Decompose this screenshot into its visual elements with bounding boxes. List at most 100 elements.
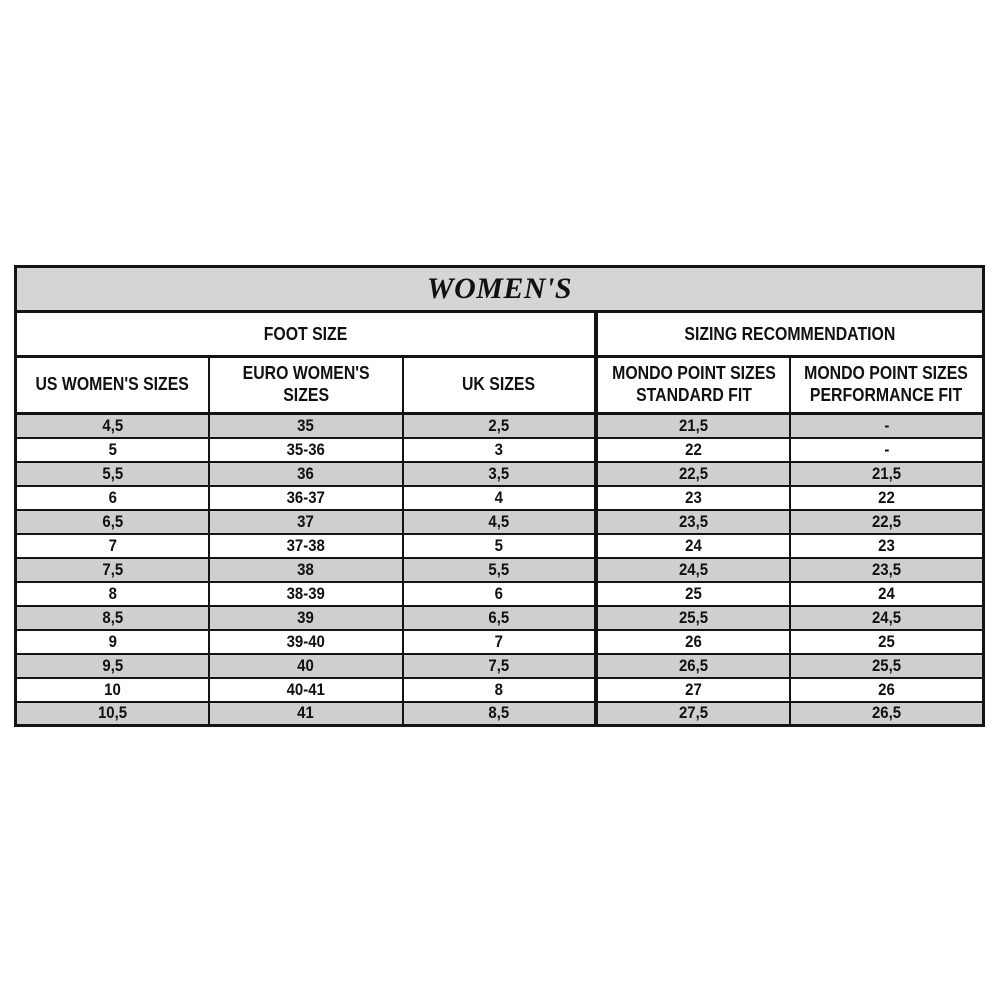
table-cell: 40 — [208, 652, 404, 679]
table-row: 6 36-37 4 23 22 — [14, 484, 985, 511]
table-cell-value: 2,5 — [488, 415, 510, 435]
column-header-us-womens-sizes: US WOMEN'S SIZES — [14, 355, 211, 415]
table-cell-value: 39-40 — [286, 631, 326, 651]
table-row: 7,5 38 5,5 24,5 23,5 — [14, 556, 985, 583]
table-cell-value: 8 — [494, 679, 504, 699]
table-body: 4,5 35 2,5 21,5-5 35-36 3 22-5,5 36 3,5 22,5 21,5 6… — [14, 412, 985, 727]
table-cell-value: 23,5 — [679, 511, 709, 531]
table-cell: 23 — [594, 484, 791, 511]
column-header-label: UK SIZES — [462, 374, 536, 395]
table-cell: 24 — [788, 580, 985, 607]
group-header-row: FOOT SIZE SIZING RECOMMENDATION — [14, 310, 985, 358]
table-row: 9 39-40 7 26 25 — [14, 628, 985, 655]
table-row: 5 35-36 3 22 - — [14, 436, 985, 463]
table-cell-value: 36 — [297, 463, 315, 483]
table-cell-value: 22,5 — [871, 511, 901, 531]
table-cell-value: - — [883, 439, 889, 459]
table-row: 10 40-41 8 27 26 — [14, 676, 985, 703]
table-cell-value: 6,5 — [488, 607, 510, 627]
table-cell-value: 4 — [494, 487, 504, 507]
table-cell-value: 37-38 — [286, 535, 326, 555]
table-cell-value: 24 — [878, 583, 895, 603]
column-header-label: US WOMEN'S SIZES — [35, 374, 190, 395]
table-title: WOMEN'S — [426, 272, 573, 305]
table-cell: 5,5 — [14, 460, 211, 487]
table-cell: 27 — [594, 676, 791, 703]
table-cell: 26 — [594, 628, 791, 655]
table-cell: 21,5 — [594, 412, 791, 439]
column-header-mondo-standard-fit: MONDO POINT SIZES STANDARD FIT — [594, 355, 791, 415]
table-cell: 36-37 — [208, 484, 404, 511]
table-cell: 3,5 — [401, 460, 598, 487]
column-header-label: MONDO POINT SIZES PERFORMANCE FIT — [804, 363, 969, 405]
table-cell: 7,5 — [401, 652, 598, 679]
table-cell: 23,5 — [788, 556, 985, 583]
table-cell-value: 7 — [494, 631, 504, 651]
table-cell: - — [788, 412, 985, 439]
table-cell: 35-36 — [208, 436, 404, 463]
table-cell: 4,5 — [14, 412, 211, 439]
table-cell: 24,5 — [594, 556, 791, 583]
table-cell-value: 7 — [108, 535, 117, 555]
table-cell-value: 10 — [104, 679, 121, 699]
table-cell: 5 — [14, 436, 211, 463]
table-cell: 41 — [208, 700, 404, 727]
table-cell-value: 3 — [494, 439, 504, 459]
table-cell-value: 23 — [878, 535, 895, 555]
table-cell-value: 38 — [297, 559, 315, 579]
table-cell-value: 5,5 — [102, 463, 123, 483]
table-cell: 37 — [208, 508, 404, 535]
table-cell: 6,5 — [401, 604, 598, 631]
table-cell: 23 — [788, 532, 985, 559]
table-cell: 36 — [208, 460, 404, 487]
table-cell-value: 9,5 — [102, 655, 123, 675]
table-cell-value: 26 — [878, 679, 895, 699]
table-cell: 10 — [14, 676, 211, 703]
column-header-label: MONDO POINT SIZES STANDARD FIT — [611, 363, 776, 405]
table-cell-value: 3,5 — [488, 463, 510, 483]
table-cell: 39-40 — [208, 628, 404, 655]
table-cell-value: 24,5 — [871, 607, 901, 627]
table-cell: 25,5 — [594, 604, 791, 631]
table-cell: 4,5 — [401, 508, 598, 535]
table-cell: 38-39 — [208, 580, 404, 607]
table-cell-value: 25 — [878, 631, 895, 651]
table-cell: 26 — [788, 676, 985, 703]
table-cell-value: 21,5 — [679, 415, 709, 435]
table-cell: 7,5 — [14, 556, 211, 583]
table-cell: 27,5 — [594, 700, 791, 727]
table-cell: 9,5 — [14, 652, 211, 679]
table-cell-value: 22 — [685, 439, 702, 459]
table-row: 9,5 40 7,5 26,5 25,5 — [14, 652, 985, 679]
size-chart-container: WOMEN'S FOOT SIZE SIZING RECOMMENDATION … — [14, 265, 985, 727]
table-cell: 5,5 — [401, 556, 598, 583]
table-cell: - — [788, 436, 985, 463]
table-cell: 25 — [594, 580, 791, 607]
table-cell: 22 — [594, 436, 791, 463]
table-cell-value: 27 — [685, 679, 702, 699]
table-row: 8 38-39 6 25 24 — [14, 580, 985, 607]
table-cell-value: 39 — [297, 607, 315, 627]
table-cell-value: 8 — [108, 583, 117, 603]
table-cell-value: 38-39 — [286, 583, 326, 603]
table-cell-value: 5 — [108, 439, 117, 459]
table-cell: 6 — [401, 580, 598, 607]
table-cell-value: 22,5 — [679, 463, 709, 483]
table-cell-value: 22 — [878, 487, 895, 507]
table-cell: 38 — [208, 556, 404, 583]
column-header-uk-sizes: UK SIZES — [401, 355, 598, 415]
table-cell-value: 4,5 — [102, 415, 123, 435]
group-header-sizing-recommendation-label: SIZING RECOMMENDATION — [684, 323, 896, 344]
table-cell-value: 8,5 — [488, 703, 510, 723]
table-cell-value: 37 — [297, 511, 315, 531]
table-cell-value: 27,5 — [679, 703, 709, 723]
table-cell: 10,5 — [14, 700, 211, 727]
table-cell: 4 — [401, 484, 598, 511]
table-cell-value: 4,5 — [488, 511, 510, 531]
size-chart-header: WOMEN'S FOOT SIZE SIZING RECOMMENDATION … — [14, 265, 985, 415]
group-header-foot-size: FOOT SIZE — [14, 310, 598, 358]
table-cell-value: 9 — [108, 631, 117, 651]
table-cell-value: - — [883, 415, 889, 435]
table-cell-value: 6 — [108, 487, 117, 507]
table-cell: 25 — [788, 628, 985, 655]
